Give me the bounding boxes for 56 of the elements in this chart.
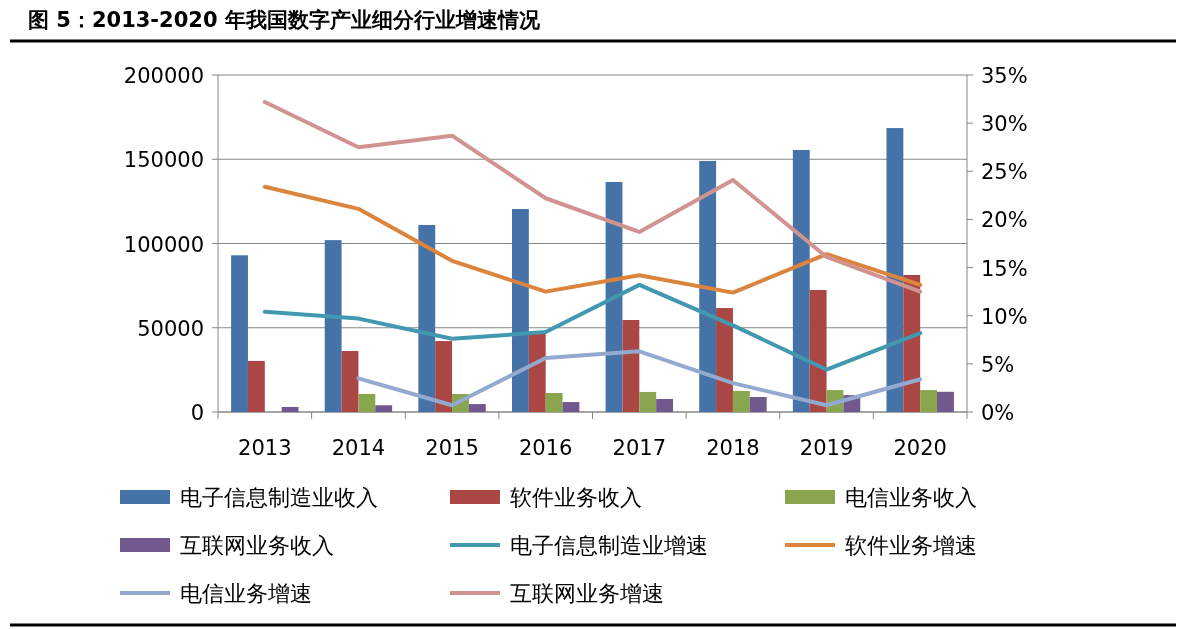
y2-tick-label: 0% — [981, 401, 1015, 425]
bar — [716, 308, 733, 412]
y2-tick-label: 10% — [981, 304, 1028, 329]
y2-tick-label: 25% — [981, 160, 1028, 185]
x-tick-label: 2019 — [799, 436, 854, 460]
x-tick-label: 2014 — [331, 436, 386, 460]
bar — [418, 224, 436, 412]
bar — [732, 390, 750, 412]
bar — [622, 320, 640, 412]
x-tick-label: 2016 — [518, 436, 573, 460]
bar — [699, 160, 717, 412]
chart-title: 图 5：2013-2020 年我国数字产业细分行业增速情况 — [28, 8, 541, 32]
legend-label: 软件业务收入 — [510, 485, 642, 510]
bar — [920, 390, 938, 412]
x-tick-label: 2017 — [612, 436, 667, 460]
bar — [358, 393, 376, 412]
bar — [247, 360, 265, 412]
legend-label: 互联网业务收入 — [180, 533, 334, 558]
bar — [656, 399, 674, 412]
y-tick-label: 150000 — [123, 148, 204, 173]
bar — [562, 402, 580, 412]
bar — [435, 341, 453, 412]
y2-tick-label: 30% — [981, 112, 1028, 137]
bar — [809, 290, 827, 412]
bar — [231, 255, 248, 412]
bar — [749, 397, 767, 412]
y2-tick-label: 15% — [981, 256, 1028, 281]
bar — [792, 149, 810, 412]
legend-label: 电子信息制造业增速 — [510, 533, 708, 558]
y2-tick-label: 20% — [981, 208, 1028, 233]
y2-tick-label: 5% — [981, 352, 1015, 377]
x-tick-label: 2018 — [706, 436, 760, 460]
x-tick-label: 2020 — [893, 436, 947, 460]
x-tick-label: 2015 — [425, 436, 479, 460]
bar — [528, 332, 546, 412]
bar — [281, 406, 299, 412]
bar — [937, 391, 954, 412]
legend-label: 电子信息制造业收入 — [180, 485, 378, 510]
y-tick-label: 200000 — [123, 64, 204, 88]
x-tick-label: 2013 — [238, 436, 292, 460]
legend-label: 电信业务收入 — [845, 485, 977, 510]
legend-label: 软件业务增速 — [845, 533, 977, 558]
bar — [639, 391, 657, 412]
y-tick-label: 50000 — [137, 316, 204, 341]
y-tick-label: 100000 — [123, 232, 204, 257]
bar — [545, 392, 563, 412]
bar — [511, 208, 529, 412]
bar — [886, 128, 904, 412]
legend-label: 电信业务增速 — [180, 581, 312, 606]
y2-tick-label: 35% — [981, 64, 1028, 88]
bar — [341, 351, 359, 412]
y-tick-label: 0 — [190, 401, 204, 425]
bar — [468, 404, 486, 412]
bar — [324, 240, 342, 412]
legend-label: 互联网业务增速 — [510, 581, 664, 606]
bar — [375, 405, 393, 412]
